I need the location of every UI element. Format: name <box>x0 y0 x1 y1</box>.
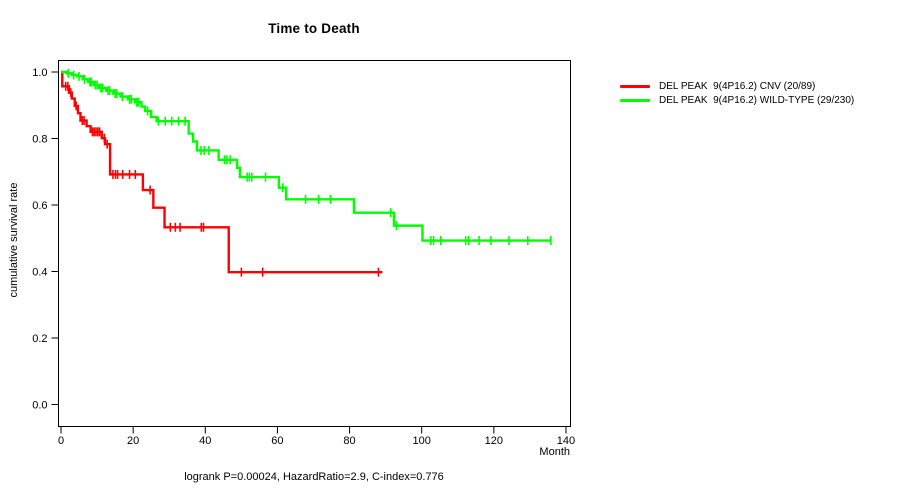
wildtype-line-swatch <box>620 99 650 102</box>
y-tick-label: 0.6 <box>32 200 47 212</box>
censor-ticks <box>64 81 380 277</box>
legend-item-wildtype: DEL PEAK 9(4P16.2) WILD-TYPE (29/230) <box>620 95 854 106</box>
y-tick-label: 0.8 <box>32 134 47 146</box>
legend-label-cnv: DEL PEAK 9(4P16.2) CNV (20/89) <box>659 81 816 92</box>
legend-item-cnv: DEL PEAK 9(4P16.2) CNV (20/89) <box>620 81 854 92</box>
chart-title: Time to Death <box>268 21 360 36</box>
x-tick-label: 20 <box>127 435 139 447</box>
survival-curve-wildtype <box>61 68 552 246</box>
x-tick-label: 40 <box>199 435 211 447</box>
legend: DEL PEAK 9(4P16.2) CNV (20/89) DEL PEAK … <box>620 81 854 106</box>
statistics-annotation: logrank P=0.00024, HazardRatio=2.9, C-in… <box>184 471 444 483</box>
y-tick-label: 0.2 <box>32 333 47 345</box>
x-tick-label: 120 <box>485 435 503 447</box>
km-step-line <box>61 70 551 242</box>
x-tick-label: 100 <box>413 435 431 447</box>
survival-curve-cnv <box>61 70 383 277</box>
x-axis-label: Month <box>539 446 570 458</box>
y-axis-label: cumulative survival rate <box>8 182 20 298</box>
legend-label-wildtype: DEL PEAK 9(4P16.2) WILD-TYPE (29/230) <box>659 95 855 106</box>
x-tick-label: 80 <box>343 435 355 447</box>
x-tick-label: 60 <box>271 435 283 447</box>
axis-box <box>58 60 571 427</box>
y-axis-ticks: 0.0 0.2 0.4 0.6 0.8 1.0 <box>32 67 59 412</box>
censor-ticks <box>67 68 552 246</box>
x-tick-label: 0 <box>58 435 64 447</box>
y-tick-label: 0.4 <box>32 267 47 279</box>
x-tick-label: 140 <box>557 435 575 447</box>
y-tick-label: 1.0 <box>32 67 47 79</box>
x-axis-ticks: 0 20 40 60 80 100 120 140 <box>58 426 575 447</box>
km-step-line <box>61 70 383 274</box>
y-tick-label: 0.0 <box>32 400 47 412</box>
cnv-line-swatch <box>620 85 650 88</box>
